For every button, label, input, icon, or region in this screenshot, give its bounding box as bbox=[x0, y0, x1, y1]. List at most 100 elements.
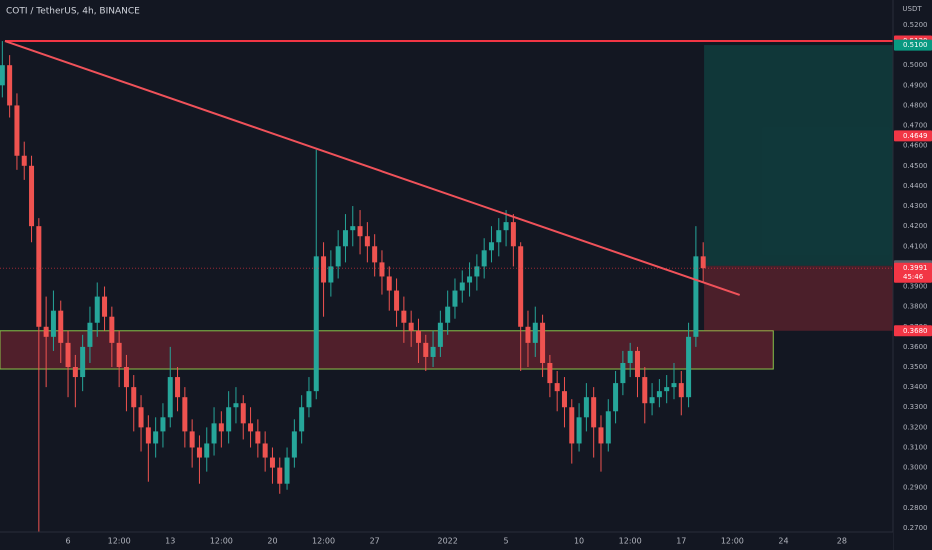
candle-body bbox=[350, 226, 356, 231]
support-zone bbox=[0, 330, 774, 370]
price-tag-label: 0.3680 bbox=[903, 327, 928, 335]
y-tick-label: 0.4300 bbox=[903, 202, 928, 210]
candle-body bbox=[116, 342, 122, 368]
candle-body bbox=[620, 362, 626, 384]
x-tick-label: 12:00 bbox=[312, 537, 335, 546]
y-tick-label: 0.4100 bbox=[903, 242, 928, 250]
y-tick-label: 0.2800 bbox=[903, 504, 928, 512]
y-tick-label: 0.3900 bbox=[903, 283, 928, 291]
candle-body bbox=[364, 236, 370, 247]
y-tick-label: 0.2900 bbox=[903, 484, 928, 492]
candle-body bbox=[525, 326, 531, 343]
position-profit bbox=[704, 45, 893, 266]
candle-body bbox=[445, 306, 451, 323]
candle-body bbox=[605, 411, 611, 444]
candle-body bbox=[138, 407, 144, 428]
candle-body bbox=[182, 397, 188, 432]
candle-body bbox=[379, 262, 385, 277]
y-tick-label: 0.3300 bbox=[903, 403, 928, 411]
y-tick-label: 0.3600 bbox=[903, 343, 928, 351]
candle-body bbox=[357, 226, 363, 237]
candle-body bbox=[255, 431, 261, 444]
candle-body bbox=[204, 443, 210, 458]
candle-body bbox=[233, 403, 239, 408]
candle-body bbox=[306, 391, 312, 408]
candle-body bbox=[467, 276, 473, 283]
candle-body bbox=[277, 467, 283, 484]
candle-body bbox=[561, 391, 567, 408]
candle-body bbox=[335, 246, 341, 267]
candle-body bbox=[109, 316, 115, 343]
price-tag-label: 0.5100 bbox=[903, 41, 928, 49]
candle-body bbox=[598, 427, 604, 444]
candle-body bbox=[496, 230, 502, 243]
price-tag bbox=[894, 39, 932, 51]
candle-body bbox=[678, 383, 684, 398]
candle-body bbox=[627, 350, 633, 363]
x-tick-label: 5 bbox=[504, 537, 509, 546]
candle-body bbox=[299, 407, 305, 432]
y-tick-label: 0.4200 bbox=[903, 222, 928, 230]
candle-body bbox=[671, 383, 677, 388]
candle-body bbox=[284, 457, 290, 484]
candle-body bbox=[80, 346, 86, 378]
y-tick-label: 0.4500 bbox=[903, 162, 928, 170]
position-loss bbox=[704, 265, 893, 331]
candle-body bbox=[656, 391, 662, 398]
x-tick-label: 27 bbox=[370, 537, 380, 546]
candle-body bbox=[43, 326, 49, 337]
candle-body bbox=[408, 322, 414, 331]
candle-body bbox=[189, 431, 195, 448]
price-tag bbox=[894, 130, 932, 142]
candle-body bbox=[262, 443, 268, 458]
y-tick-label: 0.4800 bbox=[903, 101, 928, 109]
candle-body bbox=[532, 322, 538, 343]
candle-body bbox=[664, 387, 670, 392]
candle-body bbox=[14, 105, 20, 156]
candle-body bbox=[415, 330, 421, 343]
candle-body bbox=[686, 336, 692, 398]
y-tick-label: 0.3400 bbox=[903, 383, 928, 391]
candle-body bbox=[131, 387, 137, 408]
price-tag-label: 0.4649 bbox=[903, 132, 928, 140]
candle-body bbox=[196, 447, 202, 458]
candle-body bbox=[459, 282, 465, 291]
candle-body bbox=[328, 266, 334, 283]
candle-body bbox=[36, 226, 42, 327]
x-tick-label: 24 bbox=[778, 537, 788, 546]
candle-body bbox=[547, 362, 553, 384]
y-tick-label: 0.4600 bbox=[903, 142, 928, 150]
x-tick-label: 28 bbox=[837, 537, 847, 546]
candle-body bbox=[452, 290, 458, 307]
x-tick-label: 12:00 bbox=[210, 537, 233, 546]
candle-body bbox=[540, 322, 546, 363]
price-countdown: 45:46 bbox=[903, 273, 924, 281]
candle-body bbox=[145, 427, 151, 444]
y-tick-label: 0.4900 bbox=[903, 81, 928, 89]
candle-body bbox=[503, 222, 509, 231]
candle-body bbox=[591, 397, 597, 428]
candle-body bbox=[321, 256, 327, 283]
y-tick-label: 0.4400 bbox=[903, 182, 928, 190]
candle-body bbox=[291, 431, 297, 458]
candle-body bbox=[693, 256, 699, 337]
candle-body bbox=[481, 250, 487, 267]
y-tick-label: 0.5000 bbox=[903, 61, 928, 69]
candle-body bbox=[313, 256, 319, 392]
y-tick-label: 0.2700 bbox=[903, 524, 928, 532]
x-tick-label: 13 bbox=[165, 537, 175, 546]
candle-body bbox=[554, 383, 560, 392]
candle-body bbox=[649, 397, 655, 404]
candle-body bbox=[160, 417, 166, 432]
candle-body bbox=[29, 165, 35, 227]
candle-body bbox=[437, 322, 443, 347]
x-tick-label: 12:00 bbox=[619, 537, 642, 546]
candle-body bbox=[50, 310, 56, 337]
y-tick-label: 0.3000 bbox=[903, 464, 928, 472]
y-tick-label: 0.3500 bbox=[903, 363, 928, 371]
candle-body bbox=[510, 222, 516, 247]
price-tag bbox=[894, 325, 932, 337]
candle-body bbox=[226, 407, 232, 432]
candle-body bbox=[518, 246, 524, 327]
